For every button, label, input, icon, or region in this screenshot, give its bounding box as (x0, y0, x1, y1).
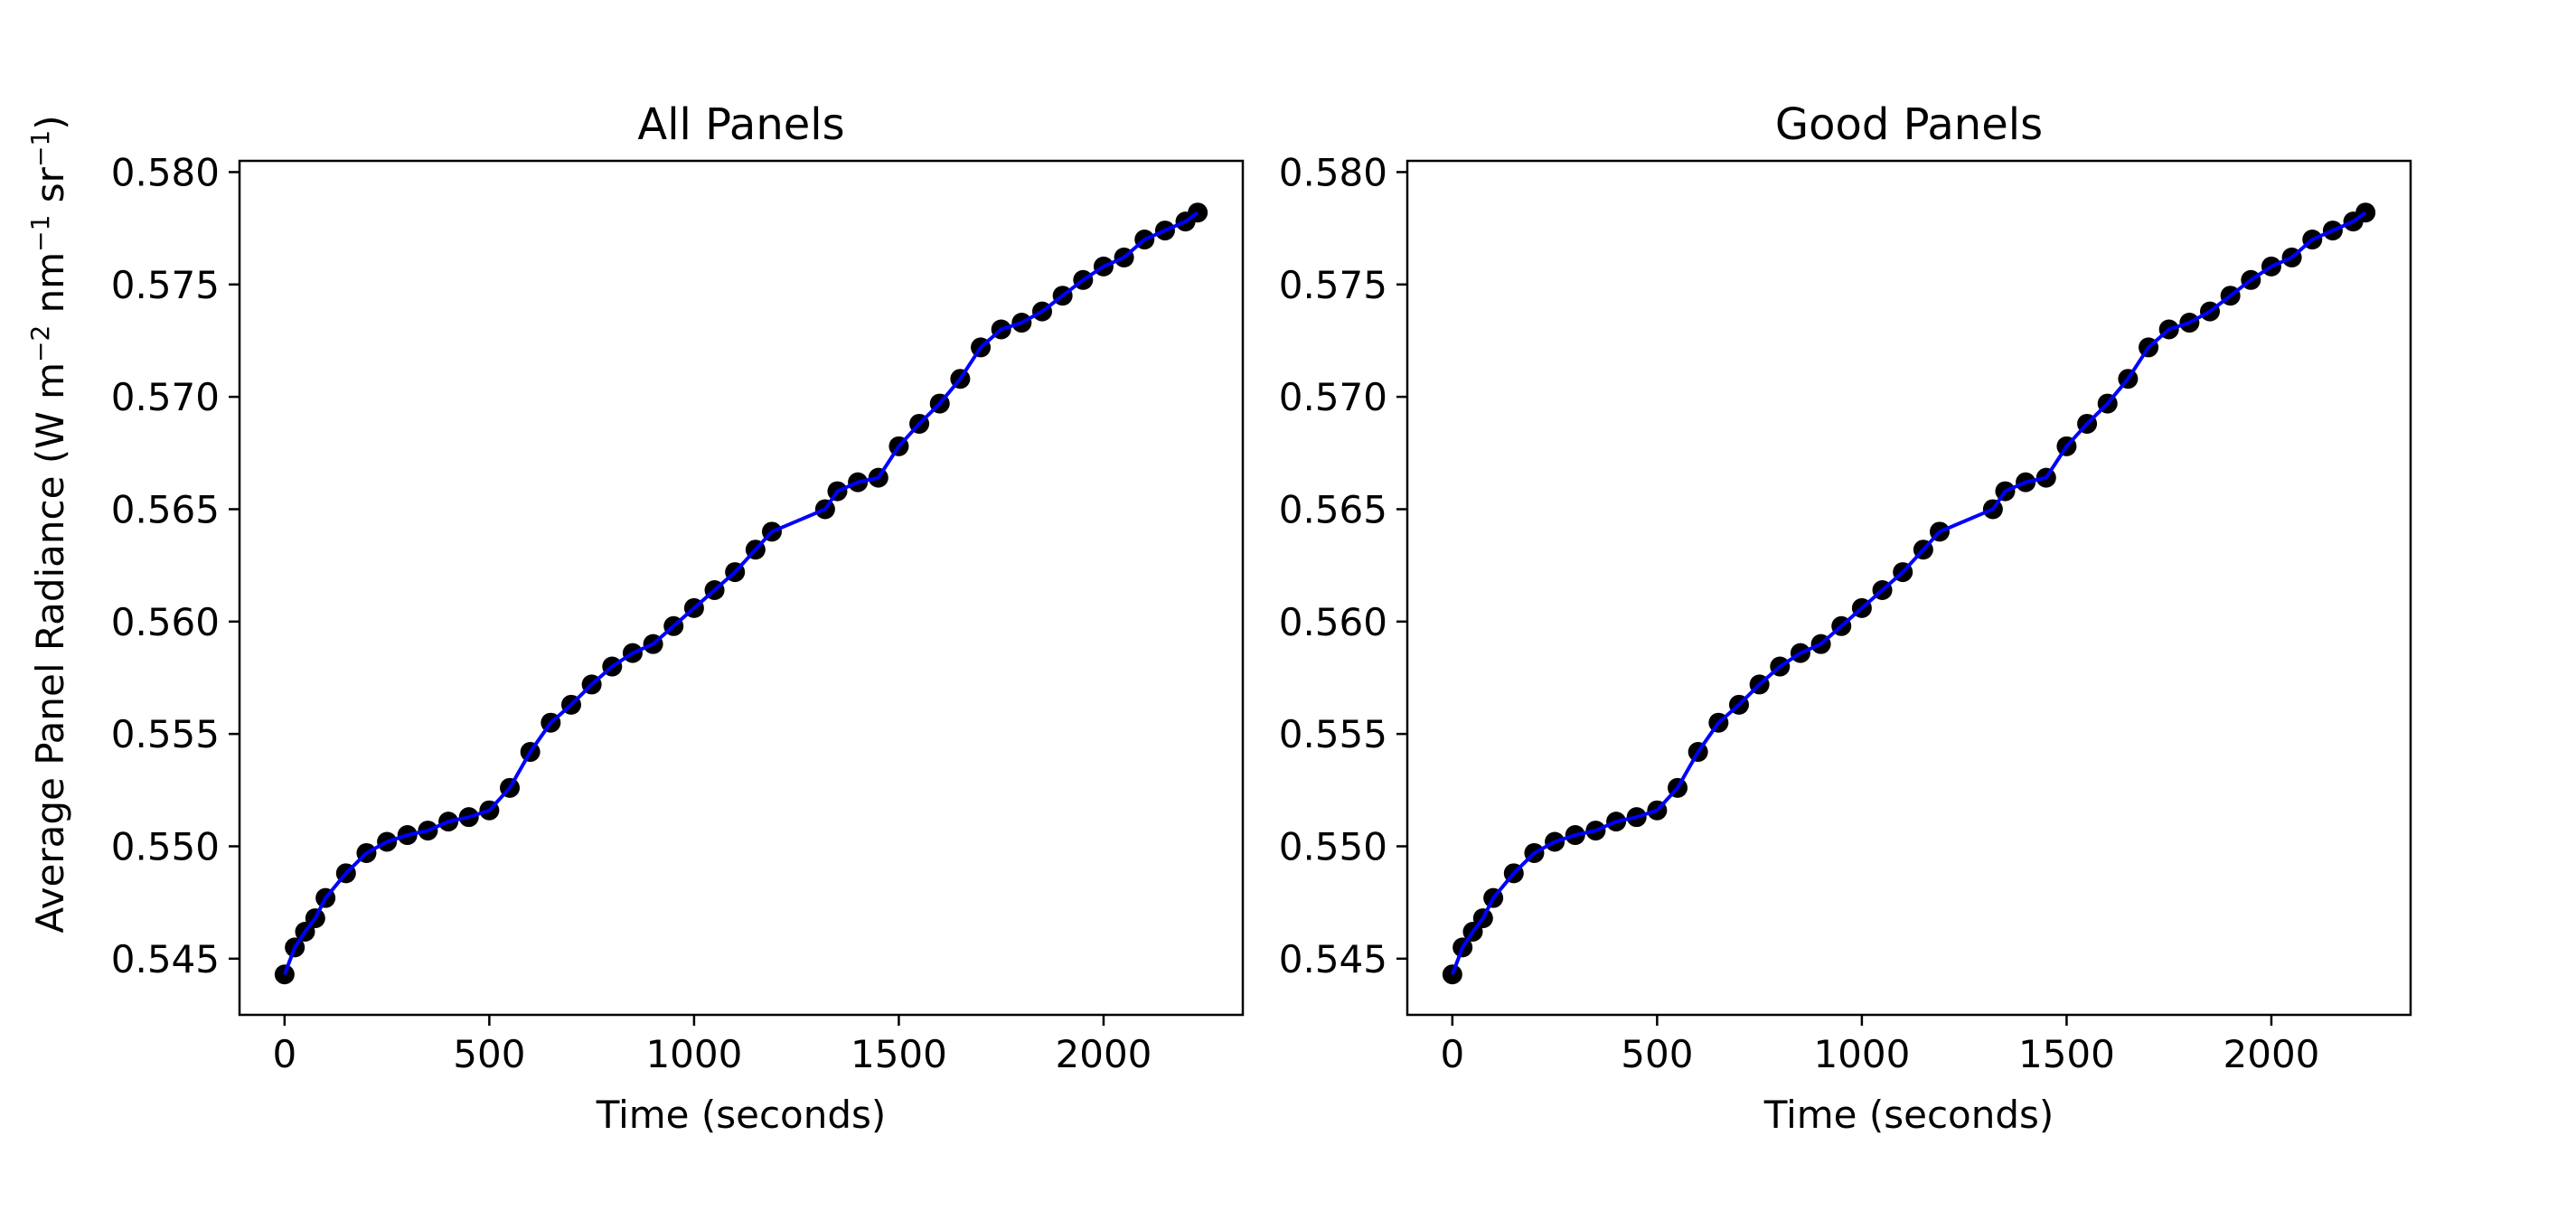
data-series (1442, 202, 2376, 985)
axes-frame (1406, 159, 2412, 1017)
y-axis-label-sup-2: −1 (25, 215, 55, 252)
y-tick-label: 0.555 (1279, 712, 1387, 756)
y-axis-label-main: Average Panel Radiance (W m (28, 362, 72, 934)
data-series (274, 202, 1208, 985)
y-tick-label: 0.575 (111, 263, 220, 307)
y-tick-label: 0.555 (111, 712, 220, 756)
series-line (282, 211, 1199, 975)
chart-title: All Panels (637, 99, 844, 150)
y-axis-label-sup-3: −1 (25, 130, 55, 167)
y-tick-label: 0.570 (111, 375, 220, 419)
x-axis-label: Time (seconds) (1763, 1093, 2054, 1137)
x-tick-label: 0 (1440, 1032, 1464, 1076)
series-line (1450, 211, 2367, 975)
y-tick-label: 0.550 (111, 824, 220, 868)
x-tick-label: 2000 (2223, 1032, 2320, 1076)
x-tick-label: 1500 (851, 1032, 947, 1076)
x-tick-label: 0 (272, 1032, 296, 1076)
y-tick-label: 0.575 (1279, 263, 1387, 307)
chart-panel-good-panels: Good Panels 0 500 1000 1500 2000 0.545 0.550 0.5… (1279, 99, 2412, 1137)
axes-frame (238, 159, 1245, 1017)
x-axis-label: Time (seconds) (596, 1093, 887, 1137)
x-tick-label: 1500 (2018, 1032, 2115, 1076)
y-axis-label-mid-2: sr (28, 166, 72, 214)
x-tick-label: 1000 (1813, 1032, 1910, 1076)
x-tick-label: 2000 (1056, 1032, 1152, 1076)
chart-title: Good Panels (1775, 99, 2043, 150)
y-tick-label: 0.565 (111, 487, 220, 531)
y-tick-label: 0.570 (1279, 375, 1387, 419)
y-tick-label: 0.580 (111, 150, 220, 194)
y-axis-label-end: ) (28, 115, 72, 129)
y-tick-label: 0.560 (1279, 600, 1387, 644)
y-tick-label: 0.550 (1279, 824, 1387, 868)
x-tick-label: 500 (453, 1032, 525, 1076)
y-tick-label: 0.580 (1279, 150, 1387, 194)
y-axis-label-sup-1: −2 (25, 325, 55, 362)
y-tick-label: 0.560 (111, 600, 220, 644)
y-tick-label: 0.565 (1279, 487, 1387, 531)
chart-panel-all-panels: All Panels 0 500 1000 1500 2000 0.545 0.550 0.55… (111, 99, 1245, 1137)
x-tick-label: 500 (1621, 1032, 1693, 1076)
y-tick-label: 0.545 (111, 937, 220, 981)
y-tick-label: 0.545 (1279, 937, 1387, 981)
y-axis-label-mid: nm (28, 252, 72, 325)
y-axis-label: Average Panel Radiance (W m−2 nm−1 sr−1) (25, 115, 72, 933)
x-tick-label: 1000 (645, 1032, 742, 1076)
